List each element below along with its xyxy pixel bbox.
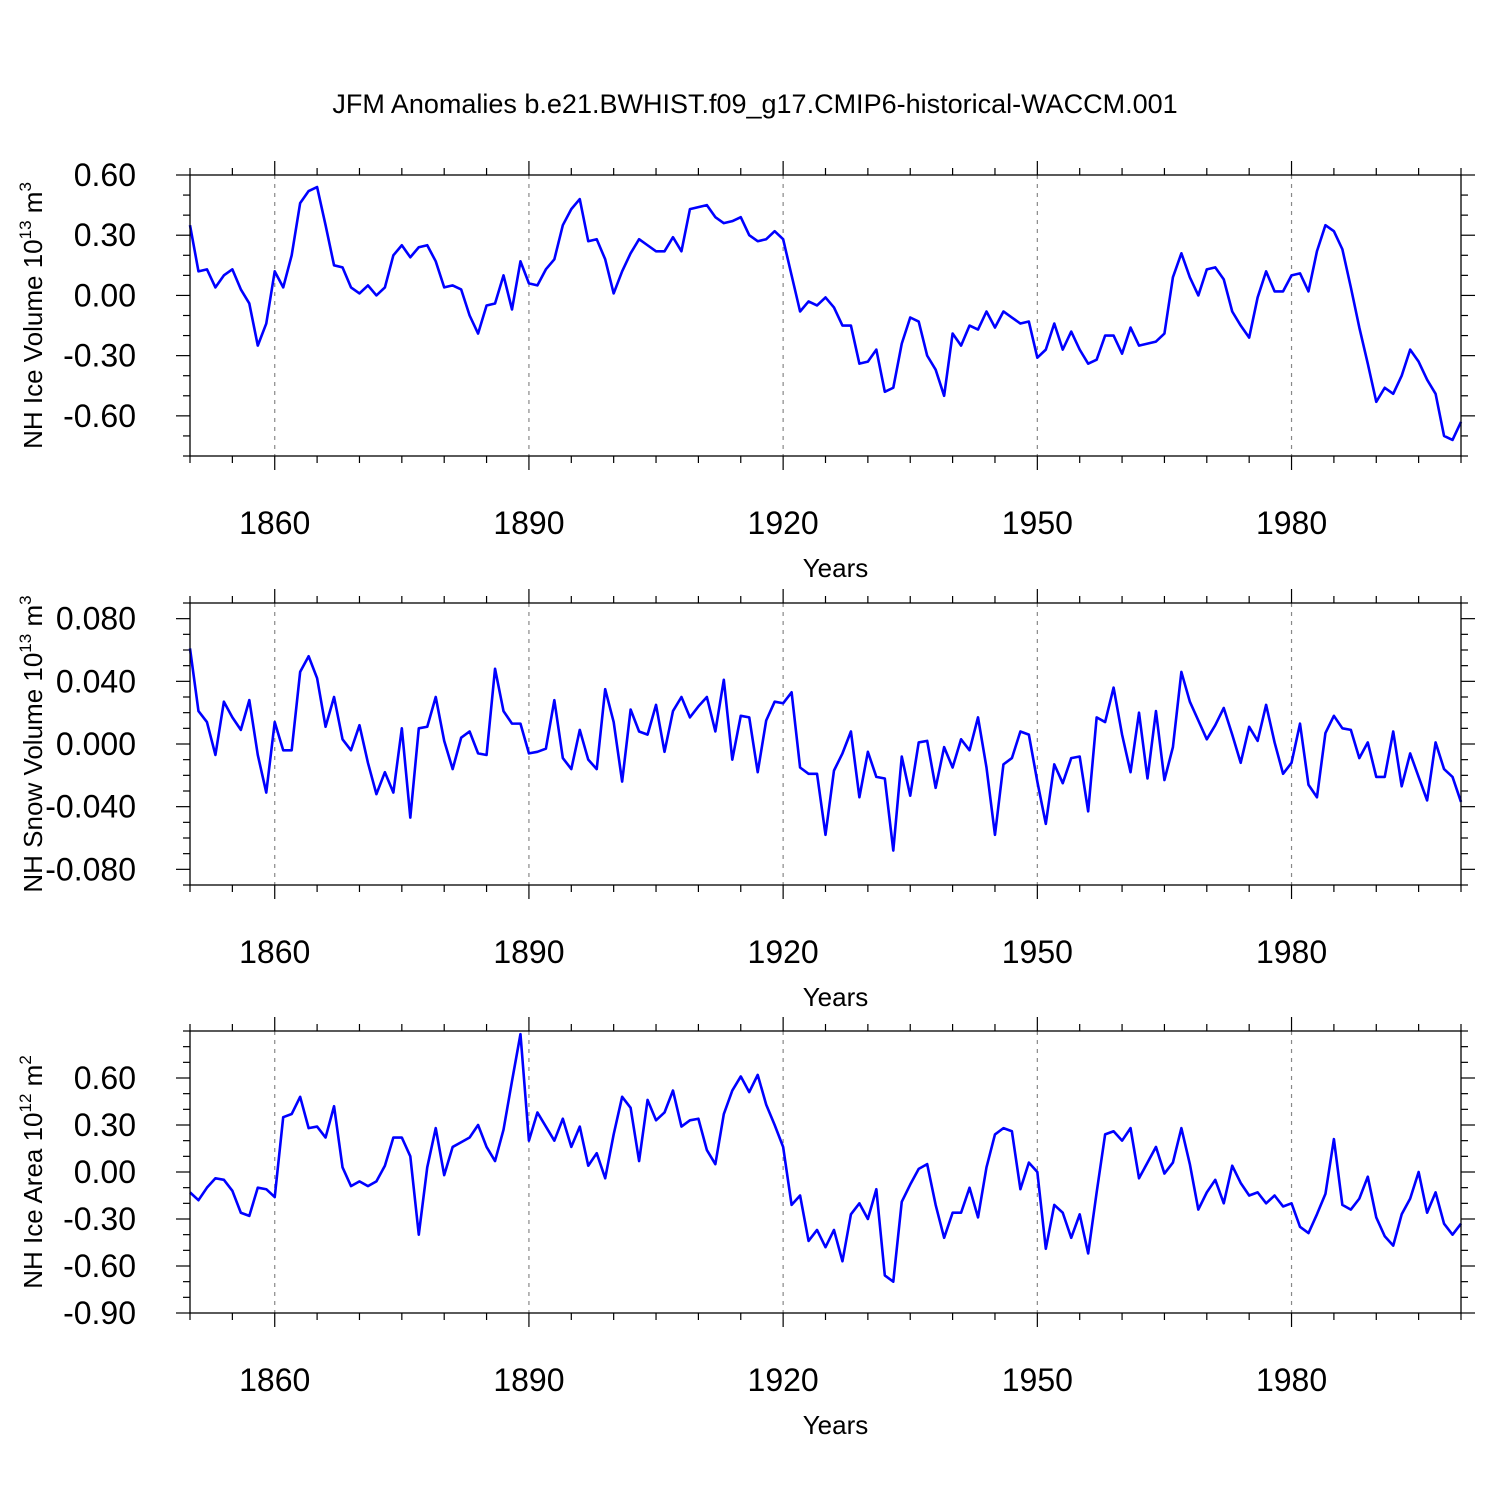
y-tick-label: 0.040: [56, 663, 136, 699]
x-tick-label: 1860: [239, 505, 310, 541]
panel-3: 0.60 0.30 0.00 -0.30 -0.60 -0.90 1860 1890 1920 1…: [16, 1017, 1475, 1440]
y-axis-label-base: NH Ice Area 10: [18, 1112, 48, 1288]
plot-frame: [189, 174, 1462, 457]
y-axis-label-unit: m: [18, 605, 48, 634]
y-tick-label: -0.30: [63, 1201, 136, 1237]
x-tick-label: 1920: [748, 505, 819, 541]
y-axis-label: NH Snow Volume 1013 m3: [16, 595, 48, 892]
chart-title: JFM Anomalies b.e21.BWHIST.f09_g17.CMIP6…: [332, 89, 1177, 119]
y-tick-label: 0.00: [74, 1154, 136, 1190]
y-axis-label: NH Ice Area 1012 m2: [16, 1055, 48, 1289]
y-tick-label: 0.60: [74, 1060, 136, 1096]
y-tick-label: -0.60: [63, 1248, 136, 1284]
y-tick-label: 0.000: [56, 726, 136, 762]
x-tick-label: 1920: [748, 934, 819, 970]
x-axis-label: Years: [803, 553, 869, 583]
x-axis-label: Years: [803, 1410, 869, 1440]
series-line: [189, 1032, 1463, 1283]
y-axis-label-exponent: 13: [16, 634, 35, 653]
y-tick-label: 0.60: [74, 157, 136, 193]
y-axis-label-unit-exponent: 2: [16, 1055, 35, 1064]
y-axis-label-unit-exponent: 3: [16, 595, 35, 604]
y-tick-label: 0.30: [74, 1107, 136, 1143]
x-tick-label: 1980: [1256, 505, 1327, 541]
series-line: [188, 185, 1463, 442]
y-tick-label: 0.00: [74, 277, 136, 313]
y-tick-label: -0.90: [63, 1295, 136, 1331]
x-tick-label: 1950: [1002, 934, 1073, 970]
x-tick-label: 1980: [1256, 934, 1327, 970]
x-tick-label: 1860: [239, 934, 310, 970]
series-line: [188, 648, 1463, 852]
panel-1: 0.60 0.30 0.00 -0.30 -0.60 1860 1890 1920 1950 19…: [16, 157, 1475, 583]
x-tick-label: 1950: [1002, 505, 1073, 541]
plot-frame: [189, 602, 1462, 886]
plot-frame: [189, 1030, 1462, 1314]
x-axis-label: Years: [803, 982, 869, 1012]
panel-2: 0.080 0.040 0.000 -0.040 -0.080 1860 1890 1920 1…: [16, 589, 1475, 1012]
y-tick-label: 0.080: [56, 601, 136, 637]
y-tick-label: -0.080: [45, 851, 136, 887]
x-tick-label: 1980: [1256, 1362, 1327, 1398]
panels: 0.60 0.30 0.00 -0.30 -0.60 1860 1890 1920 1950 19…: [16, 157, 1475, 1440]
y-tick-label: 0.30: [74, 217, 136, 253]
x-tick-label: 1890: [493, 505, 564, 541]
y-axis-label: NH Ice Volume 1013 m3: [16, 182, 48, 449]
y-axis-label-base: NH Snow Volume 10: [18, 653, 48, 893]
y-axis-label-exponent: 12: [16, 1094, 35, 1113]
y-tick-label: -0.60: [63, 398, 136, 434]
y-axis-label-base: NH Ice Volume 10: [18, 239, 48, 449]
x-tick-label: 1920: [748, 1362, 819, 1398]
x-tick-label: 1950: [1002, 1362, 1073, 1398]
x-tick-label: 1860: [239, 1362, 310, 1398]
y-tick-label: -0.040: [45, 789, 136, 825]
y-axis-label-unit-exponent: 3: [16, 182, 35, 191]
y-axis-label-exponent: 13: [16, 220, 35, 239]
x-tick-label: 1890: [493, 934, 564, 970]
y-tick-label: -0.30: [63, 338, 136, 374]
y-axis-label-unit: m: [18, 192, 48, 221]
x-tick-label: 1890: [493, 1362, 564, 1398]
y-axis-label-unit: m: [18, 1065, 48, 1094]
